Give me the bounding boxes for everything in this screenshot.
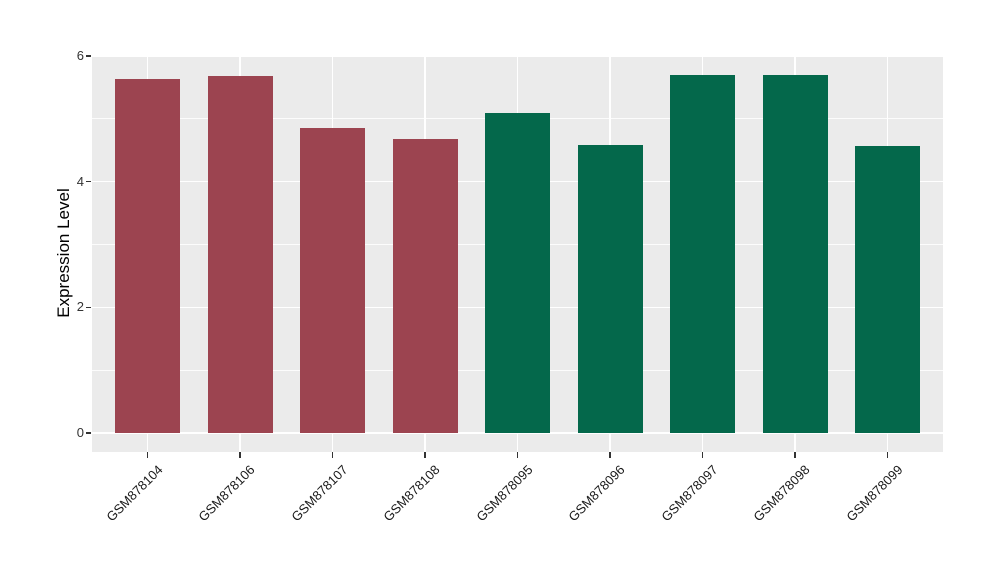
x-tick-mark (516, 452, 519, 458)
x-tick-mark (886, 452, 889, 458)
x-tick-mark (794, 452, 796, 458)
bar (762, 74, 828, 433)
y-tick-mark (86, 181, 91, 183)
plot-panel (92, 55, 943, 452)
bar (670, 74, 735, 433)
y-axis-title: Expression Level (54, 188, 73, 318)
x-tick-mark (701, 452, 704, 458)
bar (485, 113, 550, 433)
bar (115, 78, 180, 433)
y-tick-mark (86, 306, 91, 308)
bar (392, 138, 458, 433)
x-tick-label: GSM878099 (842, 462, 906, 525)
x-tick-mark (609, 452, 611, 458)
y-tick-mark (86, 432, 91, 434)
y-tick-label: 4 (76, 173, 84, 189)
y-tick-label: 2 (76, 299, 84, 315)
x-tick-mark (239, 452, 241, 458)
y-tick-mark (86, 55, 91, 57)
x-tick-mark (146, 452, 149, 458)
bar (855, 145, 920, 433)
bar (207, 76, 273, 433)
y-tick-label: 0 (76, 425, 84, 440)
y-tick-label: 6 (76, 48, 84, 64)
x-tick-mark (424, 452, 426, 458)
x-tick-mark (331, 452, 334, 458)
bar (300, 128, 365, 433)
bar (577, 145, 643, 433)
